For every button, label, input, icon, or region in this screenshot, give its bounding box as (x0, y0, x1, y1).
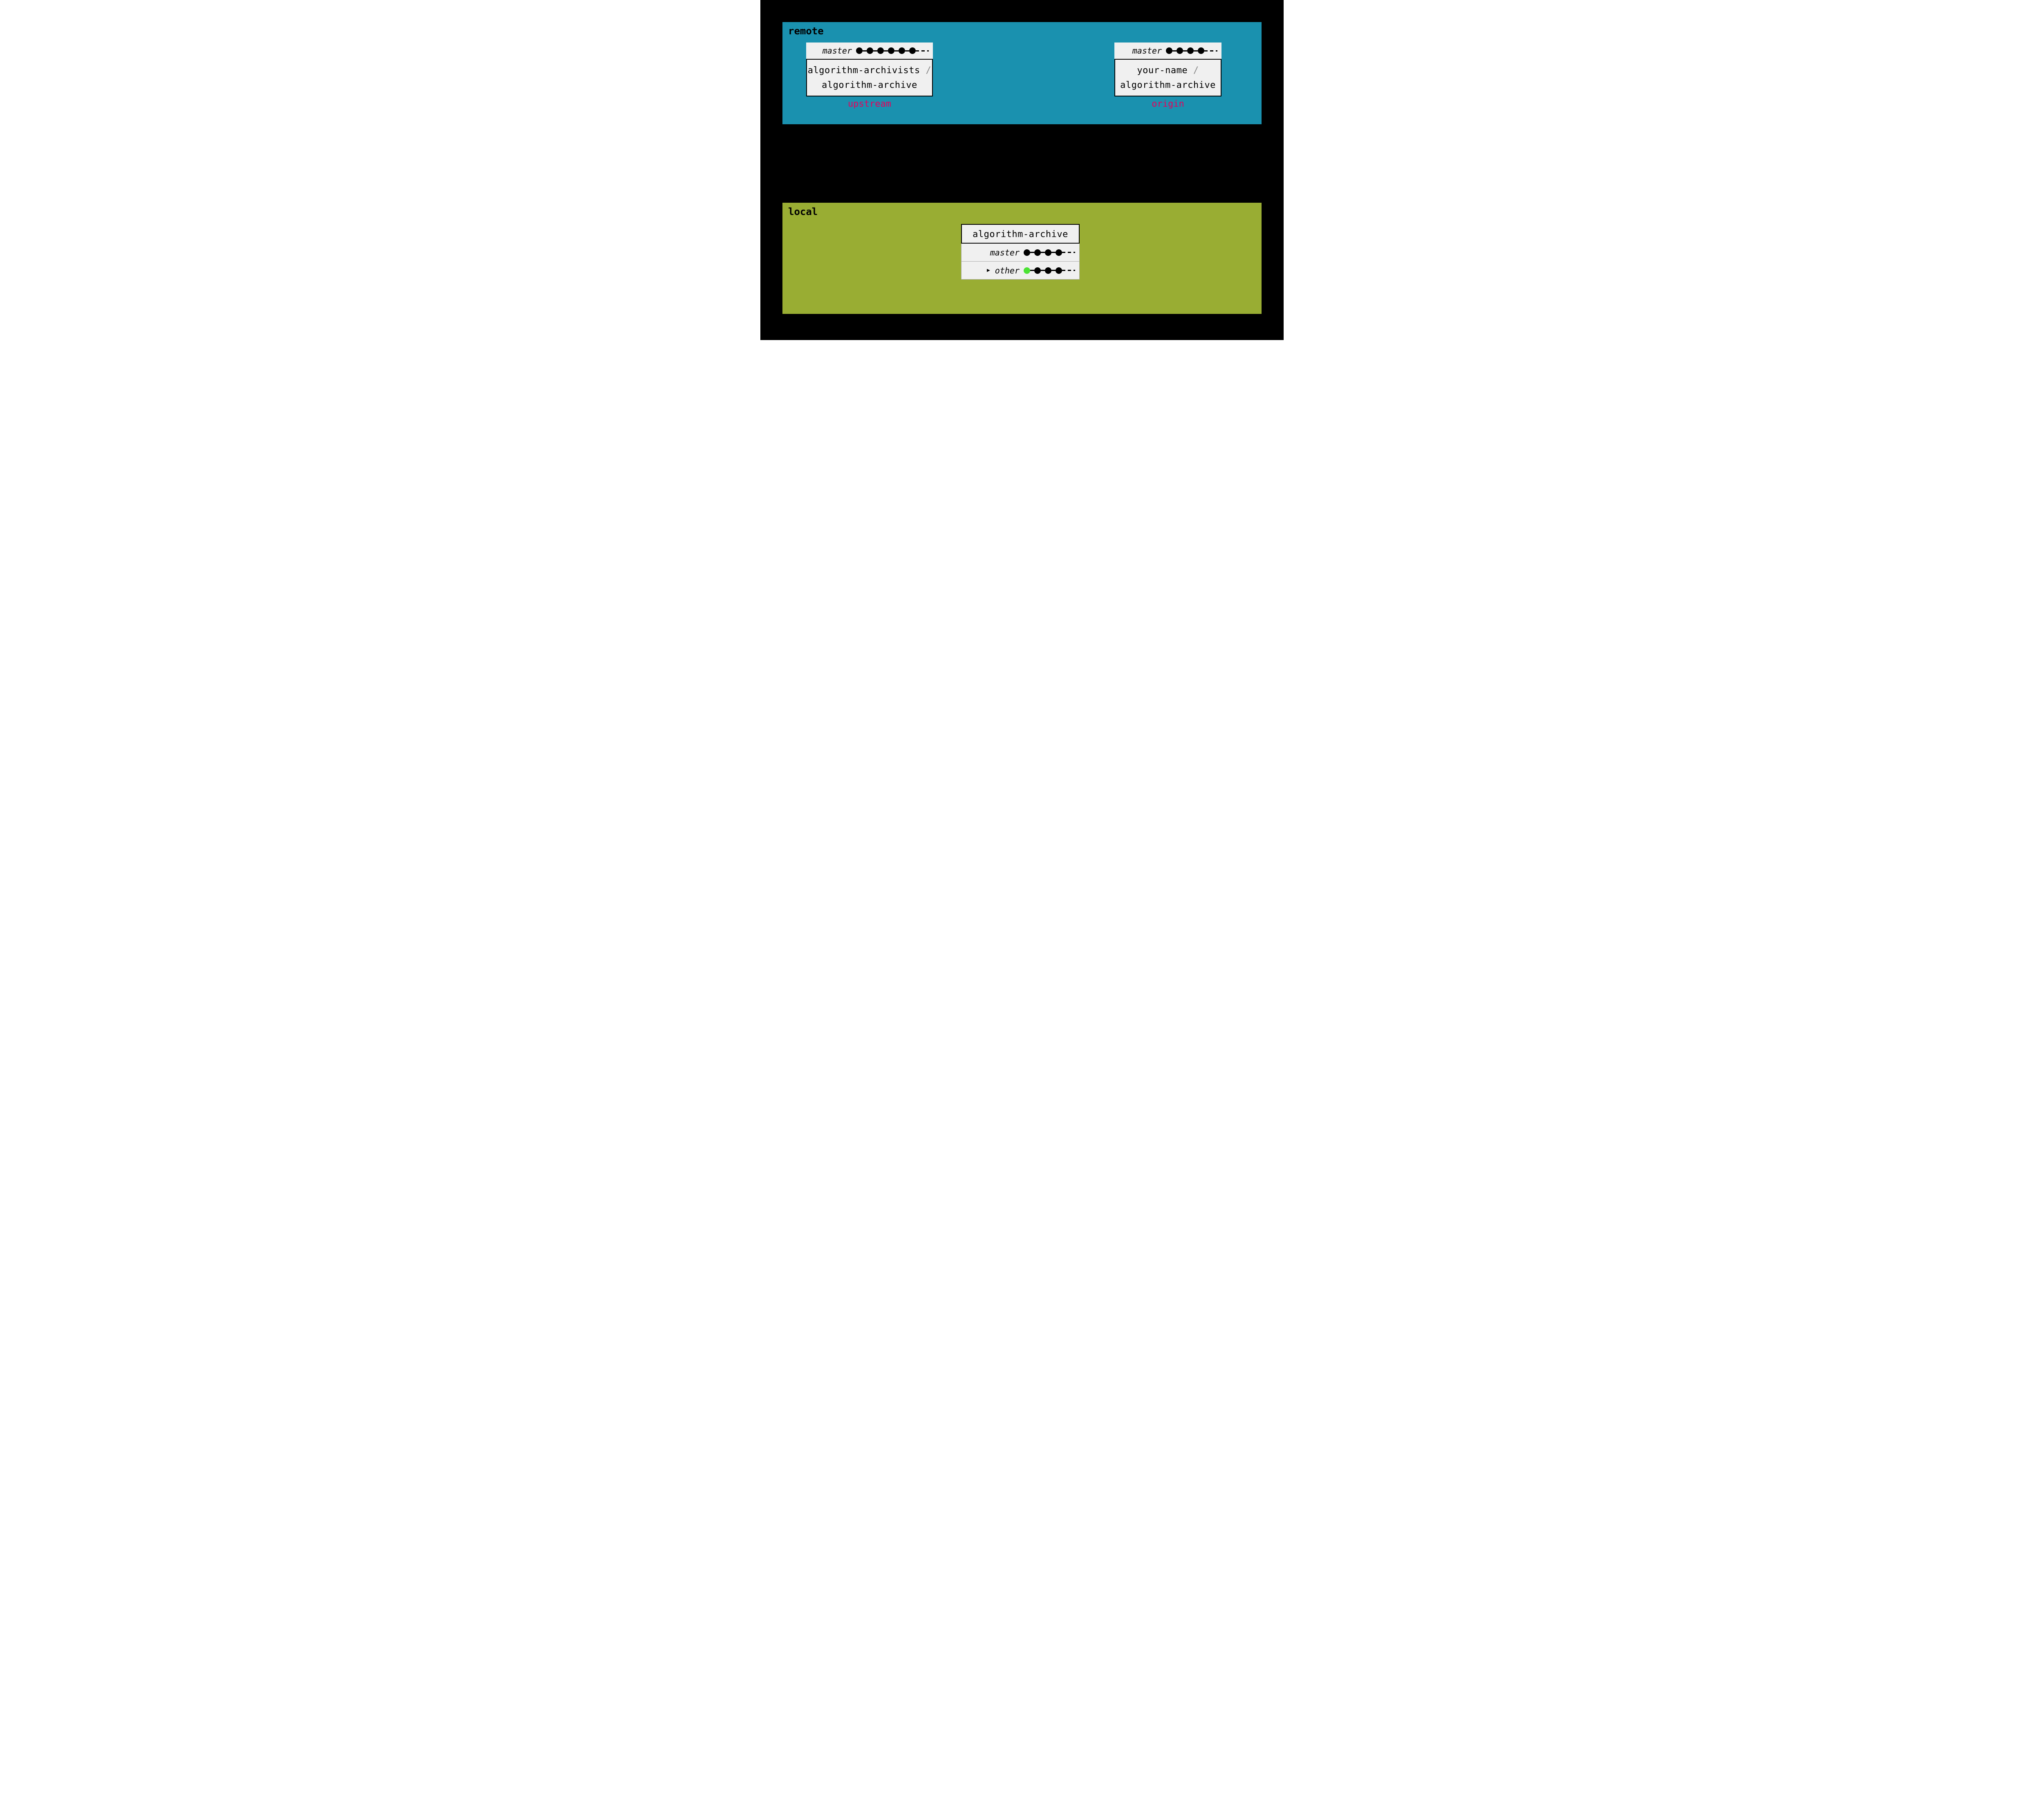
upstream-repo-box: algorithm-archivists / algorithm-archive (806, 59, 933, 96)
remote-zone: remote master algorithm-archivists / alg… (781, 20, 1263, 126)
origin-branch-name: master (1132, 46, 1162, 56)
local-repo-title-box: algorithm-archive (961, 224, 1080, 244)
upstream-branch-name: master (823, 46, 852, 56)
upstream-remote-label: upstream (806, 99, 933, 109)
commit-dot (1034, 249, 1041, 256)
local-zone-label: local (788, 206, 818, 217)
commit-dot (899, 47, 905, 54)
commit-dot (867, 47, 873, 54)
local-repo-name: algorithm-archive (962, 229, 1079, 240)
local-branch-row: ▶ other (961, 262, 1080, 280)
commit-dot (1198, 47, 1204, 54)
commit-dot (1056, 267, 1062, 274)
current-branch-indicator-icon: ▶ (987, 267, 991, 273)
remote-zone-label: remote (788, 25, 824, 37)
origin-branch-strip: master (1114, 43, 1221, 59)
upstream-owner: algorithm-archivists / (807, 65, 932, 76)
commit-dot (1034, 267, 1041, 274)
commit-dot (909, 47, 916, 54)
slash-icon: / (926, 65, 931, 76)
local-branch-name: master (990, 248, 1020, 257)
commit-dot (888, 47, 894, 54)
upstream-commit-graph (856, 47, 929, 54)
commit-dot (877, 47, 884, 54)
commit-dot (1187, 47, 1194, 54)
origin-repo-box: your-name / algorithm-archive (1114, 59, 1221, 96)
upstream-repo-name: algorithm-archive (807, 80, 932, 90)
local-branch-name: other (995, 266, 1020, 275)
commit-dot (1045, 249, 1051, 256)
commit-dot (1166, 47, 1172, 54)
local-commit-graph (1024, 267, 1075, 274)
origin-repo-name: algorithm-archive (1115, 80, 1221, 90)
local-branch-row: master (961, 244, 1080, 262)
commit-dot (1177, 47, 1183, 54)
local-commit-graph (1024, 249, 1075, 256)
commit-dot (1045, 267, 1051, 274)
diagram-stage: remote master algorithm-archivists / alg… (760, 0, 1284, 340)
origin-owner: your-name / (1115, 65, 1221, 76)
commit-dot (1024, 249, 1030, 256)
local-branches: master ▶ other (961, 244, 1080, 280)
upstream-branch-strip: master (806, 43, 933, 59)
local-zone: local algorithm-archive master ▶ other (781, 201, 1263, 316)
commit-dot (1056, 249, 1062, 256)
origin-commit-graph (1166, 47, 1217, 54)
commit-dot (856, 47, 863, 54)
commit-dot (1024, 267, 1030, 274)
origin-remote-label: origin (1114, 99, 1221, 109)
slash-icon: / (1193, 65, 1199, 76)
